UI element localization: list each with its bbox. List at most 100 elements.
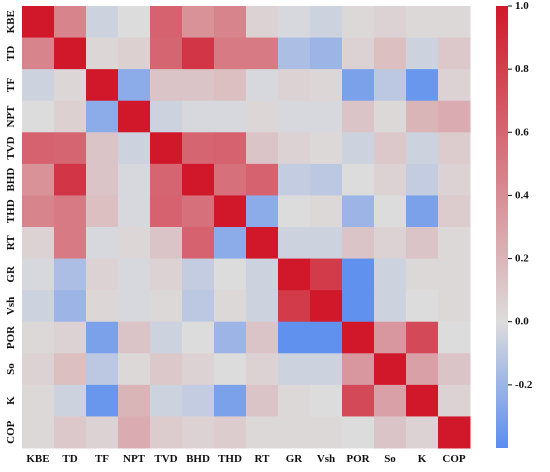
heatmap-cell-td-por bbox=[342, 37, 375, 70]
heatmap-cell-tf-so bbox=[374, 69, 407, 102]
x-tick-label-bhd: BHD bbox=[186, 453, 210, 465]
heatmap-cell-rt-rt bbox=[246, 227, 279, 260]
y-tick-label-tvd: TVD bbox=[5, 136, 17, 159]
heatmap-cell-por-kbe bbox=[22, 321, 55, 354]
heatmap-cell-rt-gr bbox=[278, 227, 311, 260]
heatmap-cell-npt-rt bbox=[246, 100, 279, 133]
heatmap-cell-rt-por bbox=[342, 227, 375, 260]
heatmap-cell-thd-k bbox=[406, 195, 439, 228]
heatmap-cell-kbe-npt bbox=[118, 6, 151, 39]
heatmap-cell-rt-bhd bbox=[182, 227, 215, 260]
heatmap-cell-gr-npt bbox=[118, 258, 151, 291]
heatmap-cell-por-thd bbox=[214, 321, 247, 354]
heatmap-cell-por-vsh bbox=[310, 321, 343, 354]
x-tick-label-npt: NPT bbox=[123, 453, 146, 465]
heatmap-cell-so-npt bbox=[118, 353, 151, 386]
heatmap-cell-npt-tvd bbox=[150, 100, 183, 133]
heatmap-cell-thd-cop bbox=[438, 195, 471, 228]
heatmap-cell-kbe-thd bbox=[214, 6, 247, 39]
heatmap-cell-td-cop bbox=[438, 37, 471, 70]
heatmap-cell-gr-k bbox=[406, 258, 439, 291]
heatmap-cell-cop-td bbox=[54, 416, 87, 449]
heatmap-cell-bhd-gr bbox=[278, 163, 311, 196]
heatmap-cell-npt-thd bbox=[214, 100, 247, 133]
heatmap-cell-k-npt bbox=[118, 384, 151, 417]
heatmap-cell-so-so bbox=[374, 353, 407, 386]
heatmap-cell-por-td bbox=[54, 321, 87, 354]
heatmap-cell-tvd-tf bbox=[86, 132, 119, 165]
heatmap-cell-kbe-k bbox=[406, 6, 439, 39]
x-tick-label-por: POR bbox=[346, 453, 370, 465]
heatmap-cell-bhd-por bbox=[342, 163, 375, 196]
heatmap-cell-td-bhd bbox=[182, 37, 215, 70]
heatmap-cell-k-bhd bbox=[182, 384, 215, 417]
heatmap-cell-k-k bbox=[406, 384, 439, 417]
colorbar-tick-label: 0.2 bbox=[515, 253, 529, 265]
heatmap-cell-k-gr bbox=[278, 384, 311, 417]
heatmap-cell-npt-vsh bbox=[310, 100, 343, 133]
heatmap-cell-por-cop bbox=[438, 321, 471, 354]
heatmap-cell-td-vsh bbox=[310, 37, 343, 70]
heatmap-cell-por-gr bbox=[278, 321, 311, 354]
heatmap-cell-tvd-kbe bbox=[22, 132, 55, 165]
heatmap-cell-tvd-tvd bbox=[150, 132, 183, 165]
heatmap-cell-tf-por bbox=[342, 69, 375, 102]
colorbar-tick-label: 0.0 bbox=[515, 316, 529, 328]
y-tick-label-td: TD bbox=[5, 46, 17, 61]
heatmap-cell-tf-rt bbox=[246, 69, 279, 102]
heatmap-cell-thd-gr bbox=[278, 195, 311, 228]
heatmap-cell-k-cop bbox=[438, 384, 471, 417]
heatmap-cell-cop-tvd bbox=[150, 416, 183, 449]
colorbar-tick-label: 1.0 bbox=[515, 0, 529, 12]
heatmap-cell-thd-vsh bbox=[310, 195, 343, 228]
heatmap-cell-thd-por bbox=[342, 195, 375, 228]
x-tick-label-rt: RT bbox=[255, 453, 271, 465]
heatmap-cell-vsh-thd bbox=[214, 290, 247, 323]
heatmap-cell-vsh-cop bbox=[438, 290, 471, 323]
colorbar-tick-label: -0.2 bbox=[515, 379, 533, 391]
heatmap-cell-k-tvd bbox=[150, 384, 183, 417]
heatmap-cell-gr-bhd bbox=[182, 258, 215, 291]
y-tick-label-cop: COP bbox=[5, 420, 17, 444]
heatmap-cell-tf-kbe bbox=[22, 69, 55, 102]
heatmap-cell-bhd-thd bbox=[214, 163, 247, 196]
y-tick-label-gr: GR bbox=[5, 265, 17, 283]
heatmap-cell-thd-tf bbox=[86, 195, 119, 228]
heatmap-cells bbox=[22, 6, 471, 449]
heatmap-cell-so-bhd bbox=[182, 353, 215, 386]
heatmap-cell-so-k bbox=[406, 353, 439, 386]
heatmap-cell-bhd-k bbox=[406, 163, 439, 196]
heatmap-cell-npt-kbe bbox=[22, 100, 55, 133]
heatmap-cell-npt-so bbox=[374, 100, 407, 133]
colorbar bbox=[496, 6, 508, 448]
heatmap-cell-cop-cop bbox=[438, 416, 471, 449]
heatmap-cell-npt-npt bbox=[118, 100, 151, 133]
heatmap-cell-td-thd bbox=[214, 37, 247, 70]
y-tick-label-bhd: BHD bbox=[5, 168, 17, 192]
heatmap-cell-bhd-bhd bbox=[182, 163, 215, 196]
heatmap-cell-tf-bhd bbox=[182, 69, 215, 102]
y-axis-tick-labels: KBE TD TF NPT TVD BHD THD RT GR Vsh POR So K COP bbox=[5, 10, 17, 444]
heatmap-cell-thd-td bbox=[54, 195, 87, 228]
heatmap-cell-thd-bhd bbox=[182, 195, 215, 228]
heatmap-cell-gr-rt bbox=[246, 258, 279, 291]
heatmap-cell-gr-por bbox=[342, 258, 375, 291]
heatmap-cell-npt-por bbox=[342, 100, 375, 133]
heatmap-cell-tvd-bhd bbox=[182, 132, 215, 165]
heatmap-cell-kbe-bhd bbox=[182, 6, 215, 39]
heatmap-cell-td-td bbox=[54, 37, 87, 70]
heatmap-cell-tvd-por bbox=[342, 132, 375, 165]
heatmap-cell-gr-vsh bbox=[310, 258, 343, 291]
heatmap-cell-tvd-cop bbox=[438, 132, 471, 165]
heatmap-cell-k-kbe bbox=[22, 384, 55, 417]
colorbar-tick-label: 0.8 bbox=[515, 63, 529, 75]
x-tick-label-kbe: KBE bbox=[26, 453, 49, 465]
heatmap-cell-rt-vsh bbox=[310, 227, 343, 260]
heatmap-cell-tf-gr bbox=[278, 69, 311, 102]
heatmap-cell-rt-npt bbox=[118, 227, 151, 260]
x-tick-label-td: TD bbox=[62, 453, 77, 465]
heatmap-cell-por-npt bbox=[118, 321, 151, 354]
heatmap-cell-cop-k bbox=[406, 416, 439, 449]
heatmap-cell-tvd-so bbox=[374, 132, 407, 165]
